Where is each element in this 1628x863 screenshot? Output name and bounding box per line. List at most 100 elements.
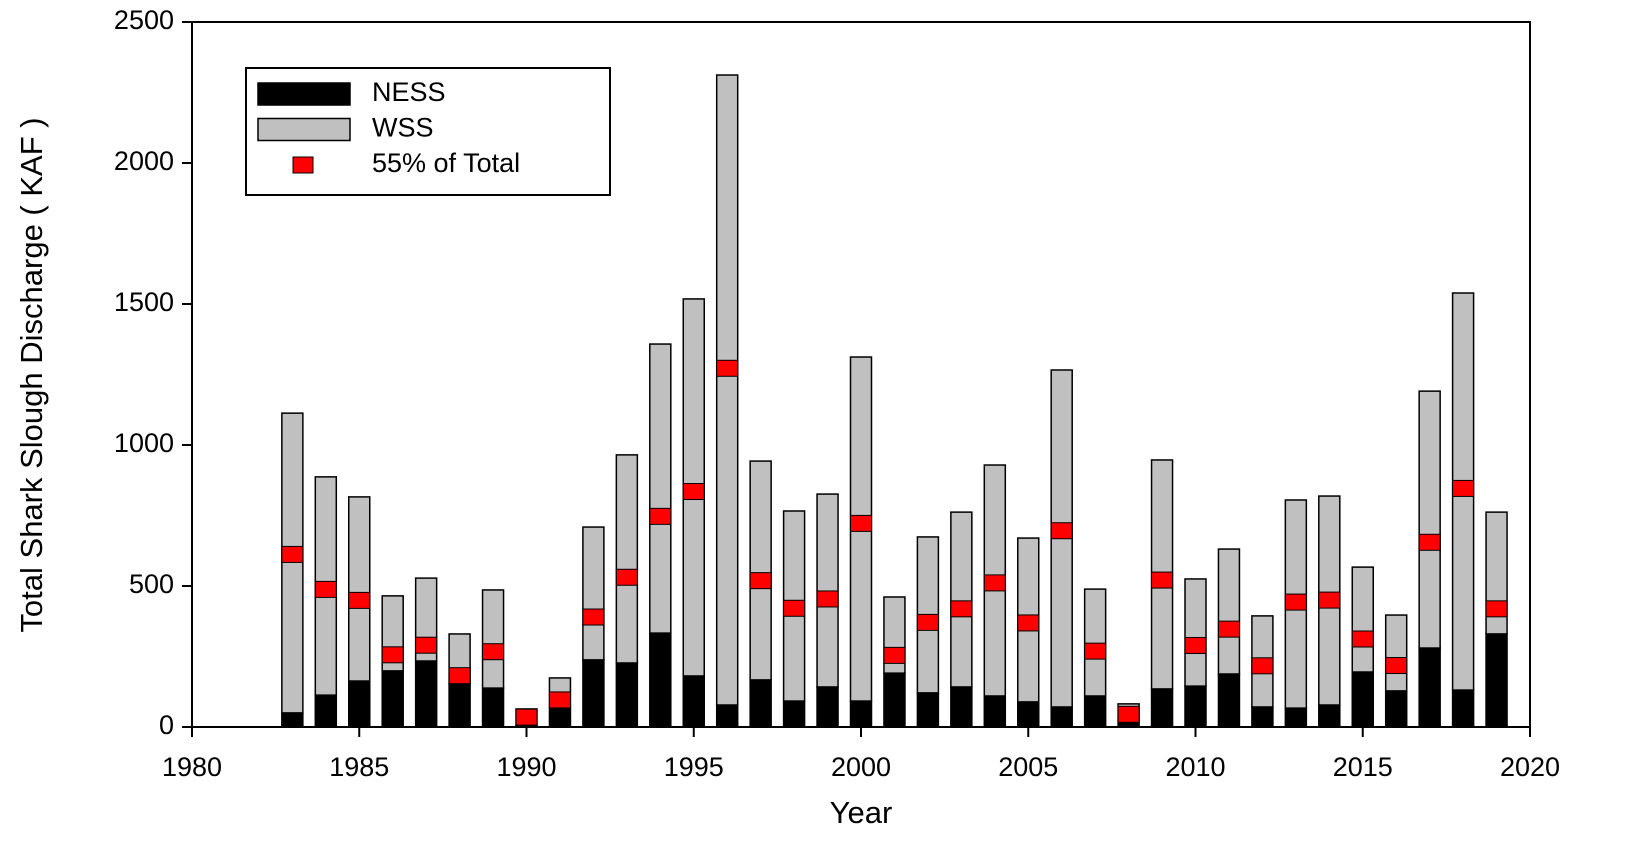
bar-segment [916,692,940,728]
marker [1151,571,1174,589]
marker [983,574,1006,592]
marker [582,608,605,626]
bar-segment [1418,647,1441,728]
bar-segment [1485,633,1508,728]
bar-segment [950,511,973,688]
y-tick-label: 2000 [114,146,174,176]
bar-segment [448,683,471,728]
bar-segment [1351,566,1374,673]
legend-label: NESS [372,77,446,107]
bar-segment [1351,671,1374,728]
marker [1251,657,1274,675]
x-tick-label: 2005 [998,752,1058,782]
y-tick-label: 500 [129,569,174,599]
bar-segment [348,496,371,682]
y-tick-label: 1000 [114,428,174,458]
x-tick-label: 2010 [1165,752,1225,782]
bar-segment [615,454,639,664]
marker [615,568,638,586]
x-tick-label: 1985 [329,752,389,782]
marker [314,580,337,598]
bar-segment [715,74,739,706]
bar-segment [1083,695,1107,728]
y-axis-label: Total Shark Slough Discharge ( KAF ) [14,117,49,632]
x-tick-label: 2000 [831,752,891,782]
marker [1284,593,1307,611]
marker [1351,630,1374,648]
marker [1117,705,1140,723]
marker [816,590,839,608]
bar-segment [414,660,438,728]
marker [515,708,538,726]
marker [415,636,438,654]
marker [716,359,739,377]
marker [850,514,872,532]
y-tick-label: 0 [159,710,174,740]
bar-segment [749,679,772,728]
marker [1084,642,1107,660]
marker [1217,620,1240,638]
marker [649,507,672,525]
bar-segment [615,662,639,728]
x-tick-label: 1980 [162,752,222,782]
bar-segment [281,712,304,728]
bar-segment [381,670,404,728]
bar-segment [1150,688,1174,728]
bar-segment [314,694,338,728]
marker [1184,637,1207,655]
bar-segment [649,632,672,728]
bar-segment [1017,701,1040,728]
y-tick-label: 1500 [114,287,174,317]
bar-segment [849,700,873,728]
bar-segment [1384,690,1408,728]
bar-segment [1451,689,1475,728]
x-tick-label: 1990 [496,752,556,782]
marker [682,483,705,501]
bar-segment [883,672,906,728]
marker [548,691,571,709]
bar-segment [715,704,739,728]
bar-segment [1184,685,1207,728]
legend-label: WSS [372,113,434,143]
bar-segment [649,343,672,634]
legend-swatch [292,156,314,174]
marker [916,613,939,631]
marker [1318,591,1341,609]
bar-segment [816,686,839,728]
x-tick-label: 2015 [1333,752,1393,782]
marker [1050,522,1073,540]
marker [1385,657,1408,675]
legend-swatch [257,82,351,106]
bar-segment [281,412,304,714]
bar-segment [1217,548,1241,675]
x-axis-label: Year [830,795,893,830]
bar-segment [548,706,572,728]
x-tick-label: 2020 [1500,752,1560,782]
marker [1452,479,1475,497]
bar-segment [782,700,806,728]
marker [749,572,772,590]
x-tick-label: 1995 [664,752,724,782]
bar-segment [1083,588,1107,697]
marker [448,667,471,685]
bar-segment [1251,706,1274,728]
marker [783,599,806,617]
marker [348,591,371,609]
marker [281,545,304,563]
marker [883,646,906,664]
marker [381,646,404,664]
legend-label: 55% of Total [372,148,520,178]
bar-segment [682,675,705,728]
legend-swatch [257,117,351,142]
marker [482,643,505,661]
bar-segment [950,686,973,728]
bar-segment [749,460,772,681]
bar-segment [983,695,1007,728]
marker [1418,533,1441,551]
bar-segment [1184,578,1207,687]
marker [950,600,973,618]
bar-segment [1217,673,1241,728]
marker [1017,614,1040,632]
bar-segment [481,687,505,728]
